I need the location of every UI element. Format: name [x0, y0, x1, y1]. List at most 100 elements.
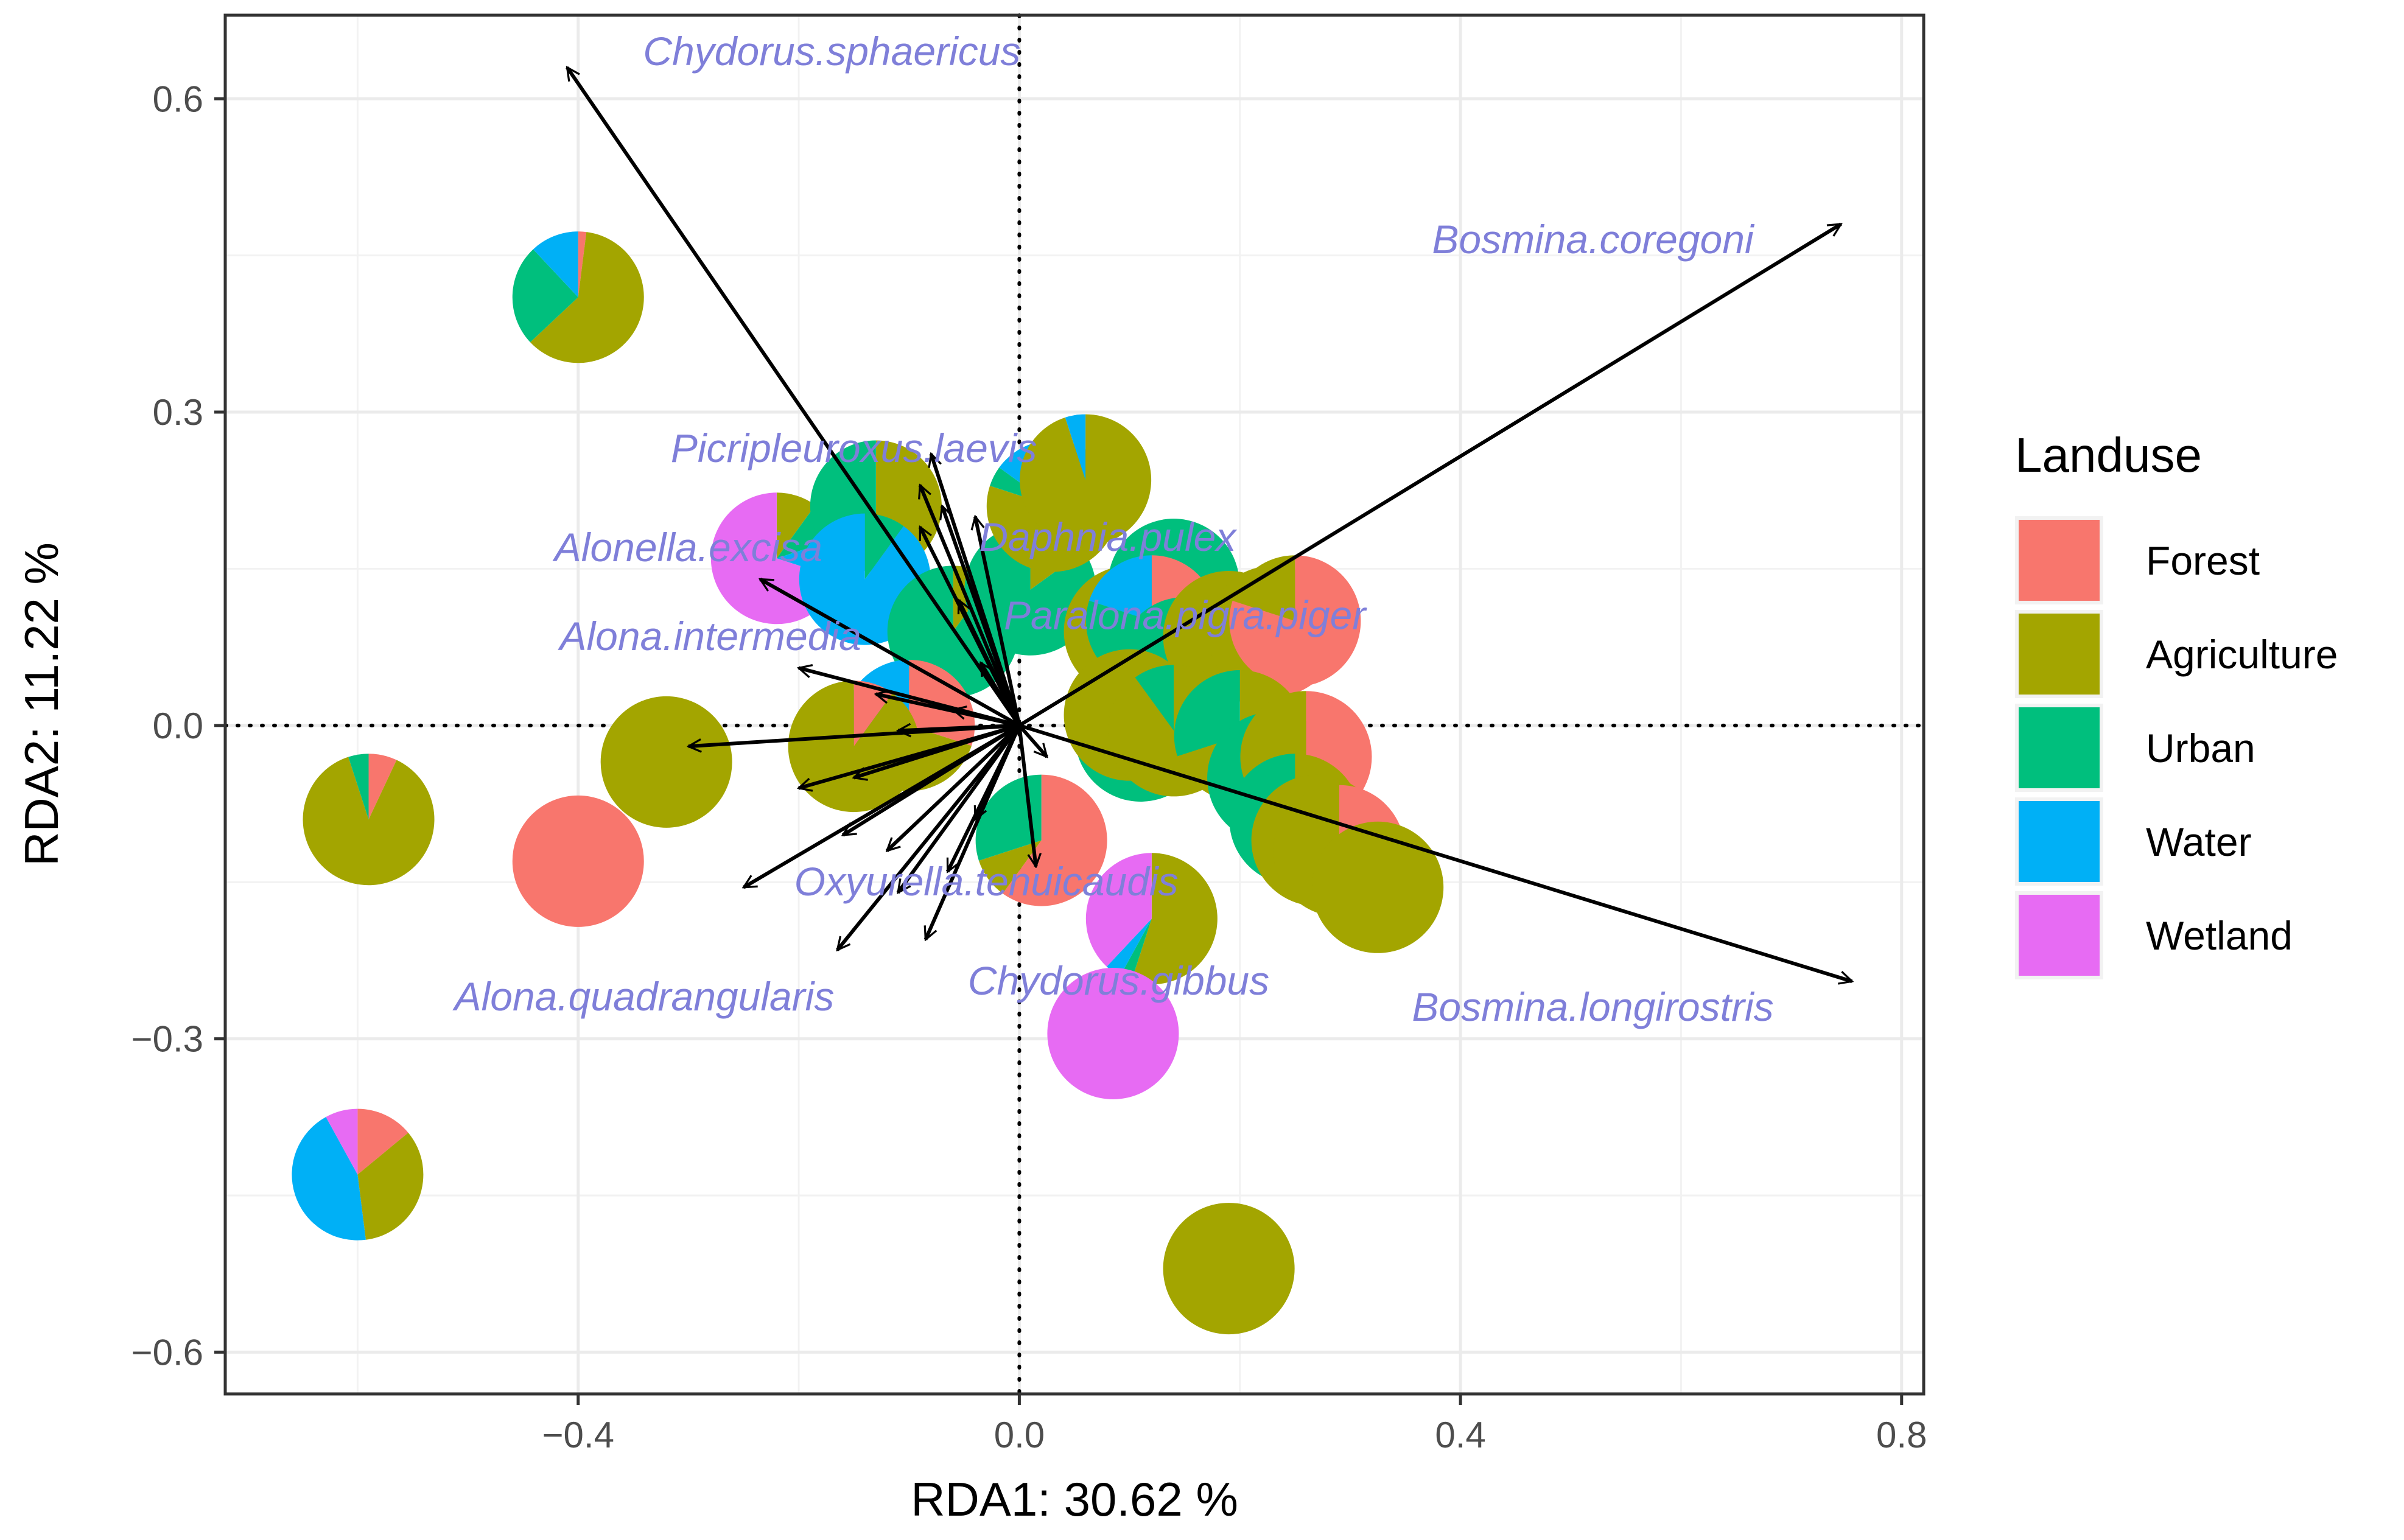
- pie-slice-forest: [1003, 774, 1107, 906]
- species-label: Oxyurella.tenuicaudis: [794, 859, 1179, 904]
- pie-slice-agriculture: [1163, 1203, 1295, 1335]
- species-arrow: [918, 527, 1022, 727]
- species-label: Chydorus.sphaericus: [643, 29, 1020, 74]
- pie-slice-forest: [357, 1108, 408, 1175]
- species-label: Chydorus.gibbus: [968, 958, 1269, 1003]
- site-pie: [1047, 968, 1179, 1100]
- species-label: Picripleuroxus.laevis: [671, 425, 1037, 471]
- species-labels: Chydorus.sphaericus Bosmina.coregoni Bosmi…: [452, 29, 1774, 1029]
- pie-slice-agriculture: [1020, 414, 1152, 546]
- species-arrow: [942, 506, 1022, 726]
- legend-item-wetland: Wetland: [2015, 891, 2293, 979]
- site-pie: [512, 795, 644, 927]
- pie-slice-forest: [368, 754, 397, 820]
- site-pie: [1163, 1203, 1295, 1335]
- legend: Landuse Forest Agriculture Urban Water Wetla…: [2015, 428, 2338, 979]
- site-pie: [1229, 555, 1361, 687]
- reference-lines: [223, 13, 1926, 1396]
- pie-slice-urban: [512, 249, 578, 343]
- species-arrow: [1017, 725, 1036, 867]
- pie-slice-agriculture: [776, 492, 816, 559]
- site-pie: [1312, 821, 1444, 953]
- pie-slice-water: [1106, 919, 1152, 976]
- legend-swatch: [2019, 614, 2100, 695]
- pie-slice-wetland: [326, 1108, 358, 1175]
- site-pie: [1020, 414, 1152, 546]
- species-arrow: [975, 517, 1022, 726]
- site-pie: [975, 774, 1107, 906]
- pie-slice-agriculture: [1232, 555, 1295, 621]
- pie-slice-forest: [1229, 555, 1361, 687]
- legend-item-forest: Forest: [2015, 516, 2260, 604]
- species-label: Alona.intermedia: [557, 614, 861, 659]
- species-label: Alona.quadrangularis: [452, 974, 835, 1019]
- site-pies: [292, 231, 1444, 1335]
- legend-label: Agriculture: [2146, 632, 2338, 677]
- x-tick-label: −0.4: [542, 1415, 614, 1455]
- pie-slice-agriculture: [600, 696, 732, 828]
- pie-slice-urban: [975, 774, 1042, 861]
- pie-slice-urban: [1120, 919, 1152, 981]
- pie-slice-agriculture: [530, 232, 644, 363]
- legend-swatch: [2019, 801, 2100, 882]
- pie-slice-urban: [348, 754, 369, 820]
- legend-swatch: [2019, 895, 2100, 976]
- legend-item-agriculture: Agriculture: [2015, 610, 2338, 698]
- species-arrow: [854, 723, 1020, 778]
- pie-slice-forest: [512, 795, 644, 927]
- axis-ticks: −0.4 0.0 0.4 0.8 −0.6 −0.3 0.0 0.3 0.6: [131, 79, 1927, 1455]
- pie-slice-water: [1065, 414, 1086, 480]
- site-pie: [512, 231, 644, 363]
- y-tick-label: −0.6: [131, 1332, 203, 1373]
- species-label: Paralona.pigra.piger: [1004, 593, 1367, 638]
- species-arrow: [887, 724, 1021, 851]
- site-pie: [600, 696, 732, 828]
- species-arrow: [979, 663, 1021, 727]
- pie-slice-agriculture: [357, 1132, 424, 1240]
- pie-slice-urban: [864, 513, 904, 579]
- legend-swatch: [2019, 707, 2100, 788]
- legend-item-water: Water: [2015, 797, 2252, 886]
- y-tick-label: 0.3: [153, 392, 203, 433]
- species-label: Alonella.excisa: [552, 525, 822, 570]
- pie-slice-wetland: [1085, 853, 1152, 967]
- species-arrow: [953, 710, 1020, 727]
- pie-slice-water: [533, 231, 578, 298]
- pie-slice-water: [292, 1117, 366, 1241]
- legend-label: Water: [2146, 819, 2252, 864]
- species-arrows: [566, 68, 1852, 981]
- species-label: Bosmina.coregoni: [1432, 217, 1755, 262]
- species-arrow: [1018, 724, 1046, 757]
- site-pie: [303, 754, 435, 886]
- species-label: Daphnia.pulex: [979, 514, 1237, 559]
- legend-label: Wetland: [2146, 913, 2293, 958]
- legend-swatch: [2019, 520, 2100, 601]
- species-arrow: [566, 68, 1021, 727]
- pie-slice-water: [1089, 555, 1152, 621]
- species-arrow: [836, 724, 1021, 950]
- pie-slice-wetland: [1047, 968, 1179, 1100]
- species-label: Bosmina.longirostris: [1412, 984, 1773, 1029]
- site-pie: [1085, 853, 1218, 985]
- species-arrow: [843, 724, 1020, 837]
- y-tick-label: 0.0: [153, 705, 203, 746]
- x-tick-label: 0.8: [1876, 1415, 1927, 1455]
- pie-slice-forest: [1306, 691, 1372, 810]
- plot-border: [223, 13, 1926, 1396]
- pie-slice-agriculture: [978, 840, 1042, 894]
- species-arrow: [973, 724, 1022, 819]
- x-tick-label: 0.0: [994, 1415, 1045, 1455]
- legend-label: Urban: [2146, 726, 2255, 771]
- pie-slice-agriculture: [1312, 821, 1444, 953]
- y-tick-label: 0.6: [153, 79, 203, 119]
- pie-slice-agriculture: [303, 757, 435, 886]
- species-arrow: [898, 726, 1020, 731]
- pie-slice-agriculture: [1131, 853, 1218, 985]
- pie-slice-agriculture: [788, 681, 920, 813]
- x-tick-label: 0.4: [1435, 1415, 1485, 1455]
- pie-slice-forest: [909, 659, 975, 746]
- species-arrow: [896, 724, 1021, 893]
- legend-item-urban: Urban: [2015, 704, 2255, 792]
- site-pie: [292, 1108, 424, 1241]
